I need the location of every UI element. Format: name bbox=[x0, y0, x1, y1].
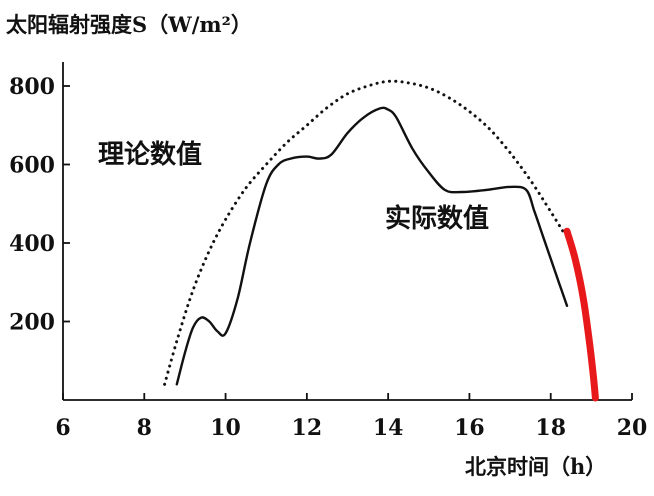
x-tick-label: 12 bbox=[292, 415, 323, 441]
x-ticks: 6 8 10 12 14 16 18 20 bbox=[55, 393, 647, 441]
x-tick-label: 16 bbox=[454, 415, 485, 441]
annotation-theoretical: 理论数值 bbox=[98, 140, 202, 170]
x-tick-label: 20 bbox=[617, 415, 648, 441]
y-tick-label: 800 bbox=[9, 74, 55, 100]
series-theoretical-dotted bbox=[163, 79, 565, 386]
y-axis-label: 太阳辐射强度S（W/m²） bbox=[6, 12, 252, 37]
y-tick-label: 200 bbox=[9, 310, 55, 336]
y-tick-label: 600 bbox=[9, 153, 55, 179]
y-ticks: 200 400 600 800 bbox=[9, 74, 70, 336]
x-tick-label: 18 bbox=[535, 415, 566, 441]
annotation-actual: 实际数值 bbox=[385, 203, 489, 234]
x-tick-label: 6 bbox=[55, 415, 70, 441]
series-actual bbox=[175, 106, 569, 386]
x-tick-label: 10 bbox=[210, 415, 241, 441]
series-theoretical-red-extension bbox=[563, 227, 599, 402]
x-axis-label: 北京时间（h） bbox=[465, 454, 606, 479]
x-tick-label: 14 bbox=[373, 415, 404, 441]
series-group bbox=[163, 79, 599, 402]
y-tick-label: 400 bbox=[9, 231, 55, 257]
x-tick-label: 8 bbox=[137, 415, 152, 441]
